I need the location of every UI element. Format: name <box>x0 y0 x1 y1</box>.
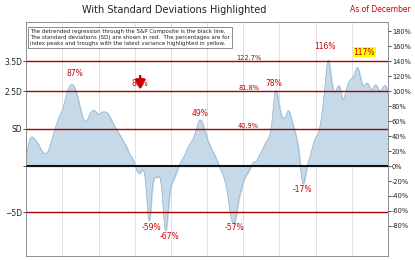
Text: 122.7%: 122.7% <box>236 55 261 61</box>
Text: 87%: 87% <box>67 69 83 78</box>
Text: 81.8%: 81.8% <box>238 85 259 91</box>
Text: With Standard Deviations Highlighted: With Standard Deviations Highlighted <box>82 5 266 15</box>
Text: 116%: 116% <box>314 42 335 51</box>
Text: 80%: 80% <box>132 79 149 88</box>
Text: -17%: -17% <box>293 185 312 194</box>
Text: 49%: 49% <box>191 108 208 118</box>
Text: The detrended regression through the S&P Composite is the black line.
The standa: The detrended regression through the S&P… <box>30 29 229 46</box>
Text: -57%: -57% <box>225 223 244 232</box>
Text: 78%: 78% <box>266 79 282 88</box>
Text: -59%: -59% <box>141 223 161 232</box>
Text: As of December: As of December <box>350 5 411 14</box>
Text: -67%: -67% <box>159 232 179 241</box>
Text: 117%: 117% <box>354 48 375 57</box>
Text: 40.9%: 40.9% <box>238 123 259 129</box>
